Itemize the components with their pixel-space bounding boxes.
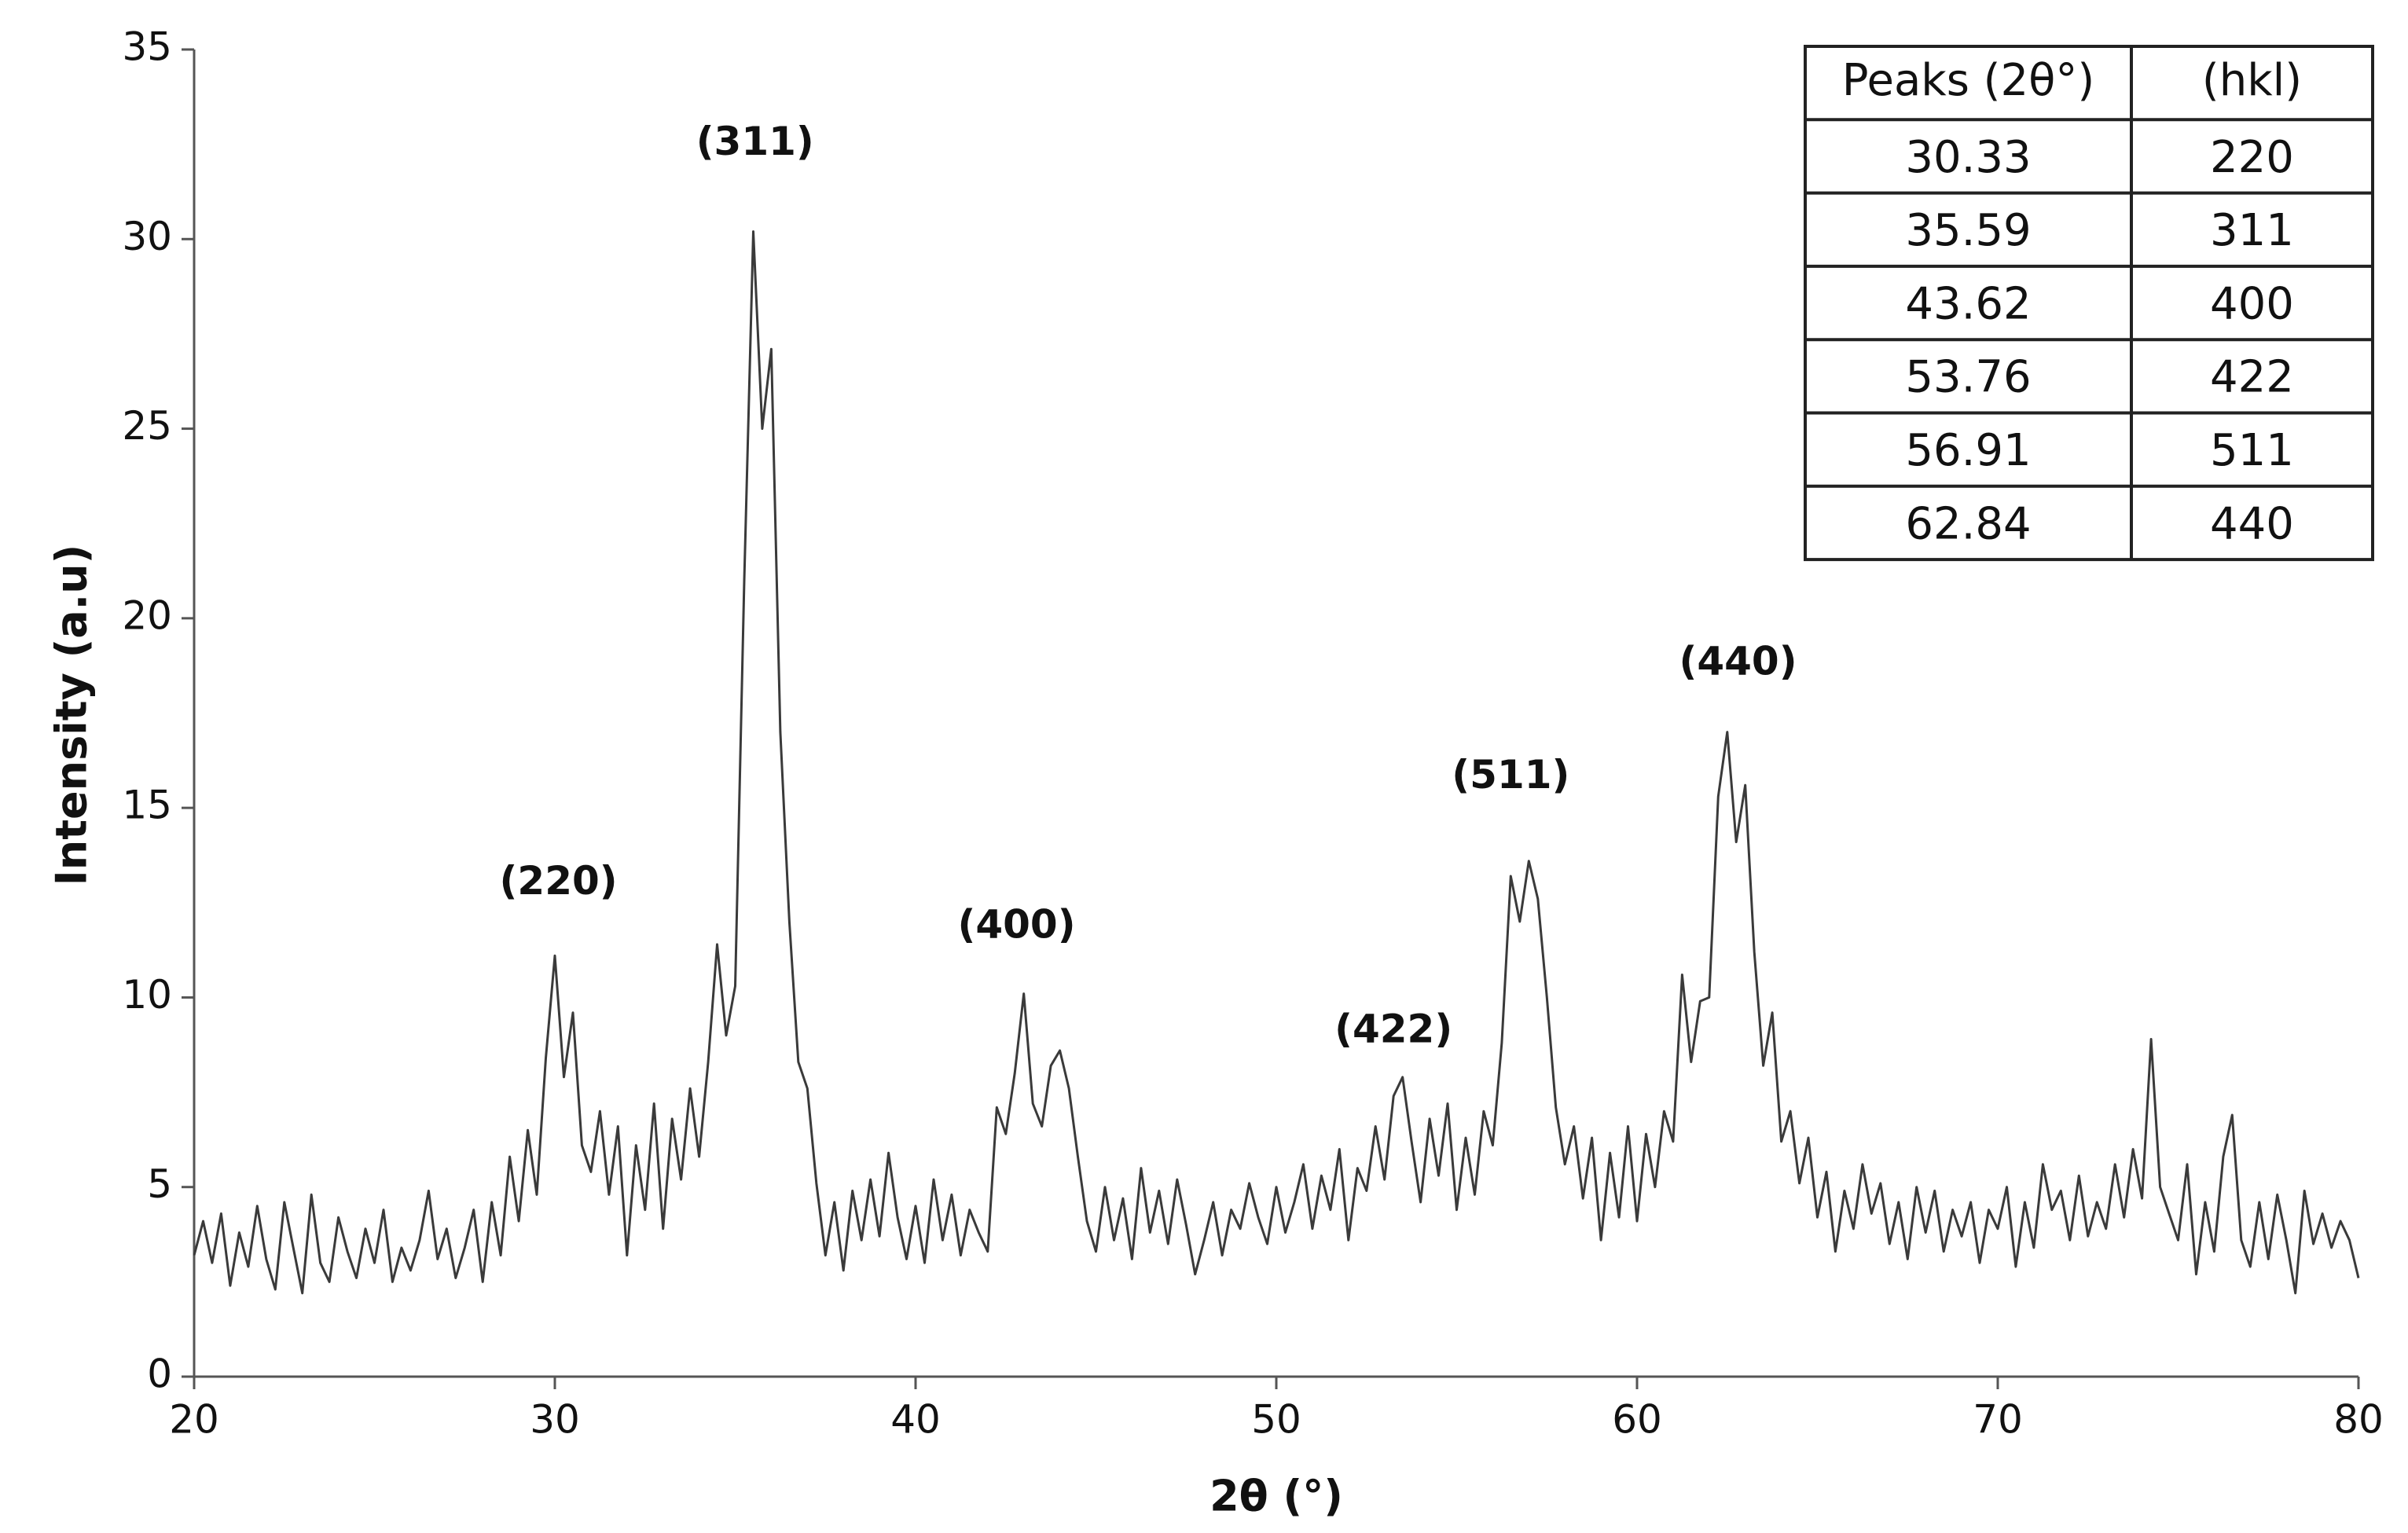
peak-annotation: (220) — [500, 858, 618, 904]
x-tick-label: 80 — [2333, 1397, 2384, 1443]
table-cell: 56.91 — [1905, 425, 2031, 476]
x-tick-label: 40 — [890, 1397, 941, 1443]
peak-annotation: (311) — [696, 119, 814, 164]
peak-annotation: (440) — [1679, 638, 1797, 684]
table-frame — [1804, 45, 2374, 562]
y-tick-label: 5 — [147, 1161, 172, 1207]
y-tick-label: 0 — [147, 1351, 172, 1397]
x-tick-label: 50 — [1251, 1397, 1301, 1443]
peak-annotation: (511) — [1452, 752, 1569, 798]
peak-annotation: (422) — [1334, 1006, 1452, 1051]
table-cell: 30.33 — [1905, 132, 2031, 183]
x-axis-title: 2θ (°) — [1210, 1472, 1343, 1521]
x-tick-label: 30 — [530, 1397, 580, 1443]
table-cell: 53.76 — [1905, 352, 2031, 403]
xrd-line — [193, 230, 2360, 1295]
x-tick-label: 70 — [1973, 1397, 2023, 1443]
y-tick-label: 10 — [122, 972, 172, 1018]
y-axis-title: Intensity (a.u) — [47, 545, 97, 886]
table-cell: 422 — [2210, 352, 2294, 403]
y-tick-label: 35 — [122, 24, 172, 70]
y-tick-label: 25 — [122, 403, 172, 449]
table-cell: 311 — [2210, 205, 2294, 256]
table-cell: 43.62 — [1905, 278, 2031, 329]
table-cell: 62.84 — [1905, 498, 2031, 549]
table-cell: 35.59 — [1905, 205, 2031, 256]
table-header: Peaks (2θ°) — [1842, 55, 2095, 106]
x-tick-label: 60 — [1612, 1397, 1662, 1443]
peak-annotation: (400) — [957, 902, 1075, 948]
table-cell: 220 — [2210, 132, 2294, 183]
table-header: (hkl) — [2202, 55, 2302, 106]
table-cell: 400 — [2210, 278, 2294, 329]
table-cell: 440 — [2210, 498, 2294, 549]
y-tick-label: 15 — [122, 783, 172, 828]
x-tick-label: 20 — [169, 1397, 219, 1443]
y-tick-label: 20 — [122, 592, 172, 638]
y-tick-label: 30 — [122, 214, 172, 259]
table-cell: 511 — [2210, 425, 2294, 476]
